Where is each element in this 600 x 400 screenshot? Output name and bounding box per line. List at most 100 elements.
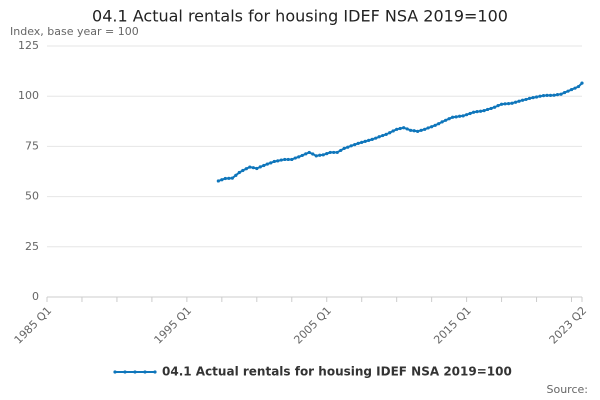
data-point: [304, 152, 308, 156]
data-point: [517, 99, 521, 103]
data-point: [468, 111, 472, 116]
data-point: [262, 163, 266, 168]
y-tick-label: 125: [18, 39, 39, 52]
data-point: [444, 118, 448, 122]
data-point: [255, 166, 259, 171]
data-point: [412, 129, 416, 133]
data-point: [398, 126, 402, 131]
data-point: [265, 162, 269, 166]
data-point: [258, 165, 262, 169]
data-point: [237, 170, 241, 175]
y-tick-label: 50: [25, 190, 39, 203]
data-point: [461, 114, 465, 118]
data-point: [485, 107, 490, 112]
data-point: [405, 127, 409, 131]
data-point: [300, 153, 304, 158]
data-point: [447, 117, 451, 121]
data-point: [363, 139, 367, 143]
data-point: [402, 126, 406, 130]
data-point: [465, 113, 469, 117]
data-point: [531, 96, 535, 100]
y-tick-label: 25: [25, 240, 39, 253]
legend-dot: [153, 370, 157, 374]
data-point: [342, 146, 346, 151]
data-point: [391, 129, 395, 133]
data-point: [335, 150, 339, 155]
y-tick-label: 0: [32, 290, 39, 303]
data-point: [520, 98, 525, 102]
series-line: [218, 82, 583, 182]
data-point: [454, 115, 458, 119]
y-tick-label: 75: [25, 139, 39, 152]
data-point: [548, 93, 553, 97]
data-point: [496, 104, 500, 108]
data-point: [244, 167, 248, 171]
data-point: [272, 159, 276, 164]
legend-label: 04.1 Actual rentals for housing IDEF NSA…: [162, 365, 512, 379]
data-point: [360, 140, 364, 144]
data-point: [283, 157, 287, 162]
data-point: [576, 84, 581, 89]
data-point: [475, 110, 479, 114]
data-point: [395, 127, 399, 131]
data-point: [367, 138, 371, 142]
data-point: [384, 132, 388, 136]
legend-dot: [113, 370, 117, 374]
data-point: [251, 166, 255, 170]
x-tick-label: 1985 Q1: [12, 304, 55, 347]
data-point: [230, 176, 234, 180]
data-point: [297, 155, 301, 159]
data-point: [426, 126, 430, 130]
data-point: [472, 110, 476, 114]
data-point: [437, 122, 441, 126]
data-point: [545, 93, 549, 97]
data-point: [241, 168, 245, 173]
data-point: [419, 128, 423, 132]
data-point: [416, 129, 420, 133]
data-point: [559, 92, 563, 96]
data-point: [569, 87, 574, 92]
data-point: [478, 109, 483, 113]
data-point: [555, 92, 560, 97]
data-point: [353, 142, 357, 147]
data-point: [328, 150, 332, 155]
data-point: [433, 123, 437, 127]
data-point: [482, 109, 486, 113]
data-point: [562, 90, 567, 95]
data-point: [388, 131, 392, 135]
legend-dot: [133, 370, 137, 374]
data-point: [503, 102, 507, 106]
data-point: [325, 152, 329, 156]
data-point: [216, 179, 220, 183]
x-tick-label: 1995 Q1: [152, 304, 195, 347]
data-point: [566, 89, 570, 93]
data-point: [492, 105, 497, 109]
data-point: [499, 102, 504, 106]
data-point: [381, 133, 385, 138]
data-point: [451, 115, 455, 119]
data-point: [269, 161, 273, 165]
data-point: [430, 125, 434, 129]
data-point: [440, 120, 444, 124]
data-point: [527, 96, 532, 101]
data-point: [510, 101, 514, 105]
data-point: [314, 154, 318, 158]
data-point: [580, 81, 584, 85]
data-point: [220, 178, 224, 182]
data-point: [552, 93, 556, 97]
data-point: [248, 165, 252, 169]
data-point: [423, 127, 427, 131]
data-point: [524, 97, 528, 102]
data-point: [409, 128, 413, 132]
data-point: [513, 100, 518, 104]
data-point: [370, 137, 374, 141]
data-point: [234, 173, 238, 177]
data-point: [506, 102, 511, 106]
chart-title: 04.1 Actual rentals for housing IDEF NSA…: [92, 7, 508, 26]
data-point: [276, 159, 280, 163]
data-point: [332, 150, 336, 155]
data-point: [318, 153, 322, 157]
data-point: [293, 156, 297, 160]
